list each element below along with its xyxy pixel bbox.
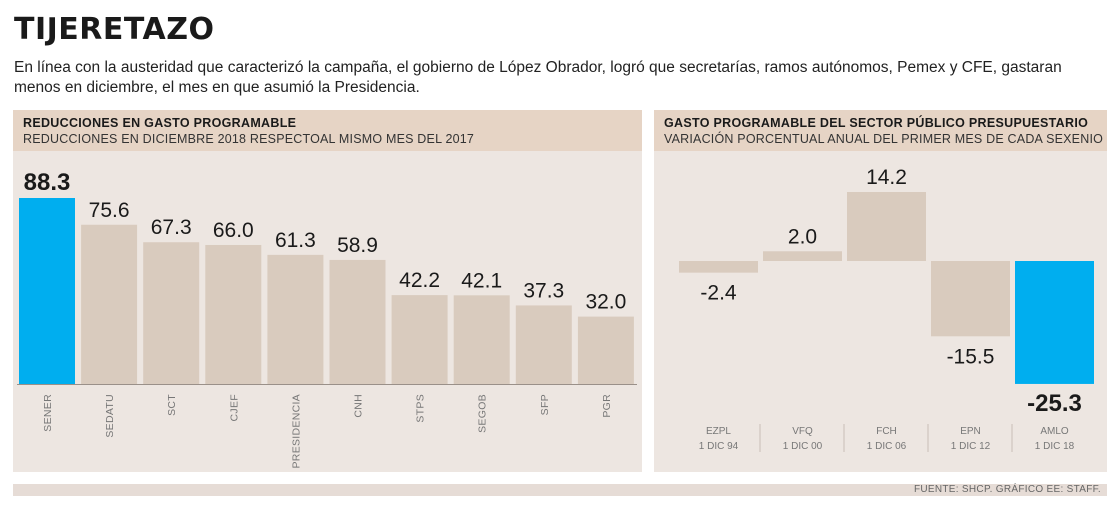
left-category-label: STPS bbox=[415, 394, 427, 423]
source-text: FUENTE: SHCP. GRÁFICO EE: STAFF. bbox=[913, 484, 1101, 495]
left-category-label: SEGOB bbox=[477, 394, 489, 433]
right-bar bbox=[931, 261, 1010, 337]
right-date-label: 1 DIC 00 bbox=[783, 441, 823, 452]
right-category-label: FCH bbox=[876, 426, 897, 437]
left-value-label: 37.3 bbox=[523, 279, 564, 302]
right-category-label: EZPL bbox=[706, 426, 731, 437]
right-category-label: VFQ bbox=[792, 426, 813, 437]
right-bar bbox=[763, 251, 842, 261]
left-bar bbox=[391, 295, 448, 384]
right-category-label: EPN bbox=[960, 426, 981, 437]
left-category-label: CNH bbox=[353, 394, 365, 418]
left-bar bbox=[205, 244, 262, 384]
left-bar bbox=[453, 295, 510, 384]
left-value-label: 88.3 bbox=[24, 169, 71, 196]
left-bar bbox=[81, 224, 138, 384]
left-category-label: SEDATU bbox=[104, 394, 116, 438]
left-value-label: 75.6 bbox=[89, 199, 130, 222]
right-value-label: 14.2 bbox=[866, 166, 907, 189]
page-title: TIJERETAZO bbox=[14, 12, 215, 47]
left-bar bbox=[19, 198, 75, 384]
left-value-label: 42.2 bbox=[399, 269, 440, 292]
left-value-label: 42.1 bbox=[461, 269, 502, 292]
right-date-label: 1 DIC 12 bbox=[951, 441, 991, 452]
right-chart-header: GASTO PROGRAMABLE DEL SECTOR PÚBLICO PRE… bbox=[654, 110, 1107, 151]
right-bar bbox=[679, 261, 758, 273]
left-bar bbox=[329, 259, 386, 384]
left-category-label: PGR bbox=[601, 394, 613, 418]
left-bar bbox=[577, 316, 634, 384]
left-bar bbox=[143, 242, 200, 384]
right-value-label: -25.3 bbox=[1027, 390, 1082, 417]
left-category-label: SFP bbox=[539, 394, 551, 415]
right-value-label: -2.4 bbox=[700, 282, 737, 305]
left-category-label: CJEF bbox=[228, 394, 240, 421]
left-value-label: 32.0 bbox=[585, 291, 626, 314]
right-chart-subtitle: VARIACIÓN PORCENTUAL ANUAL DEL PRIMER ME… bbox=[664, 132, 1104, 146]
left-value-label: 66.0 bbox=[213, 219, 254, 242]
left-bar bbox=[515, 305, 572, 384]
right-date-label: 1 DIC 06 bbox=[867, 441, 907, 452]
source-footer: FUENTE: SHCP. GRÁFICO EE: STAFF. bbox=[13, 484, 1107, 496]
intro-text: En línea con la austeridad que caracteri… bbox=[14, 59, 1062, 96]
left-category-label: SENER bbox=[42, 394, 54, 432]
left-category-label: PRESIDENCIA bbox=[290, 394, 302, 468]
right-bar bbox=[847, 192, 926, 261]
left-chart-title: REDUCCIONES EN GASTO PROGRAMABLE bbox=[23, 116, 297, 130]
left-bar bbox=[267, 254, 324, 384]
left-chart-subtitle: REDUCCIONES EN DICIEMBRE 2018 RESPECTOAL… bbox=[23, 132, 475, 146]
left-category-label: SCT bbox=[166, 394, 178, 416]
right-chart-title: GASTO PROGRAMABLE DEL SECTOR PÚBLICO PRE… bbox=[664, 116, 1089, 130]
left-value-label: 61.3 bbox=[275, 229, 316, 252]
right-value-label: 2.0 bbox=[788, 225, 817, 248]
right-date-label: 1 DIC 94 bbox=[699, 441, 739, 452]
right-bar bbox=[1015, 261, 1094, 384]
left-value-label: 58.9 bbox=[337, 234, 378, 257]
left-value-label: 67.3 bbox=[151, 216, 192, 239]
right-value-label: -15.5 bbox=[947, 345, 995, 368]
right-category-label: AMLO bbox=[1040, 426, 1069, 437]
left-chart-header: REDUCCIONES EN GASTO PROGRAMABLE REDUCCI… bbox=[13, 110, 642, 151]
right-date-label: 1 DIC 18 bbox=[1035, 441, 1075, 452]
